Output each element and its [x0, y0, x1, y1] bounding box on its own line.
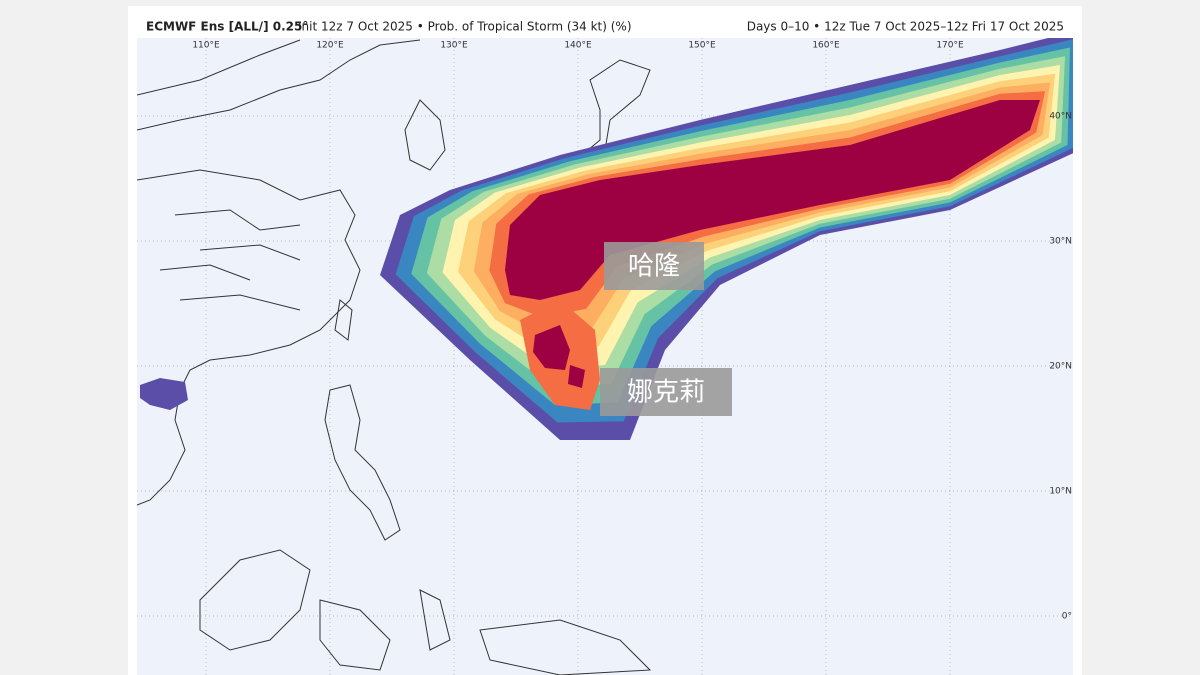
- lon-label: 120°E: [316, 41, 344, 51]
- lon-label: 140°E: [564, 41, 592, 51]
- storm-label: 娜克莉: [627, 378, 705, 408]
- swath-band: [505, 100, 1040, 300]
- period: Days 0–10 • 12z Tue 7 Oct 2025–12z Fri 1…: [747, 20, 1064, 34]
- lon-label: 110°E: [192, 41, 220, 51]
- lat-label: 10°N: [1049, 487, 1072, 497]
- lat-label: 20°N: [1049, 362, 1072, 372]
- coastlines: [137, 39, 652, 675]
- swath-patch: [140, 378, 188, 410]
- lat-label: 40°N: [1049, 112, 1072, 122]
- lon-label: 160°E: [812, 41, 840, 51]
- lat-label: 0°: [1062, 612, 1072, 622]
- lon-label: 130°E: [440, 41, 468, 51]
- lat-label: 30°N: [1049, 237, 1072, 247]
- axis-labels: 110°E 120°E 130°E 140°E 150°E 160°E 170°E 40°N 3…: [192, 41, 1072, 622]
- lon-label: 150°E: [688, 41, 716, 51]
- label-box: [600, 368, 732, 416]
- label-box: [604, 242, 704, 290]
- storm-label: 哈隆: [628, 252, 680, 282]
- model-title: ECMWF Ens [ALL/] 0.25°: [146, 20, 308, 34]
- map: [137, 38, 1073, 675]
- lon-label: 170°E: [936, 41, 964, 51]
- swath-lobe: [533, 325, 585, 388]
- subtitle: Init 12z 7 Oct 2025 • Prob. of Tropical …: [298, 20, 632, 34]
